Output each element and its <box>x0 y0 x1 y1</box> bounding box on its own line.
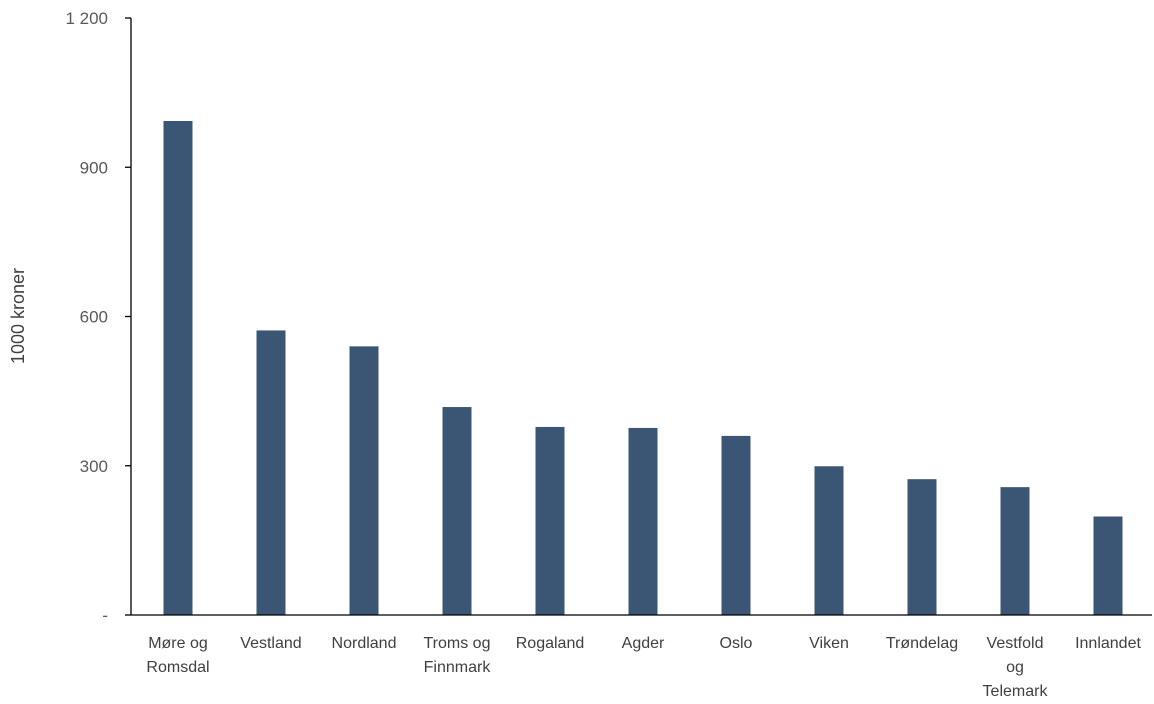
x-tick-label: Nordland <box>332 635 397 652</box>
x-tick-label: Oslo <box>720 635 753 652</box>
y-tick-label: 300 <box>80 457 108 476</box>
bars <box>163 120 1123 616</box>
bar <box>349 346 379 615</box>
bar <box>1093 516 1123 615</box>
bar <box>535 426 565 615</box>
x-tick-label: Innlandet <box>1075 635 1141 652</box>
x-axis-labels: Møre og Romsdal Vestland Nordland Troms og Fi… <box>146 635 1141 700</box>
x-tick-label: Rogaland <box>516 635 585 652</box>
y-tick-label: - <box>102 606 108 625</box>
x-tick-label: Troms og Finnmark <box>424 635 492 676</box>
y-tick-label: 900 <box>80 158 108 177</box>
y-tick-label: 600 <box>80 308 108 327</box>
y-tick-label: 1 200 <box>65 9 108 28</box>
bar <box>814 466 844 615</box>
x-tick-label: Møre og Romsdal <box>146 635 209 676</box>
x-tick-label: Vestfold og Telemark <box>983 635 1049 700</box>
bar <box>442 407 472 615</box>
y-axis-ticks: - 300 600 900 1 200 <box>65 9 131 625</box>
bar <box>907 479 937 615</box>
bar <box>256 330 286 615</box>
x-tick-label: Vestland <box>240 635 301 652</box>
x-tick-label: Agder <box>622 635 665 652</box>
x-tick-label: Trøndelag <box>886 635 958 652</box>
bar <box>721 435 751 615</box>
y-axis-title: 1000 kroner <box>8 268 28 364</box>
bar <box>1000 487 1030 615</box>
x-tick-label: Viken <box>809 635 849 652</box>
bar <box>163 120 193 616</box>
bar <box>628 427 658 615</box>
